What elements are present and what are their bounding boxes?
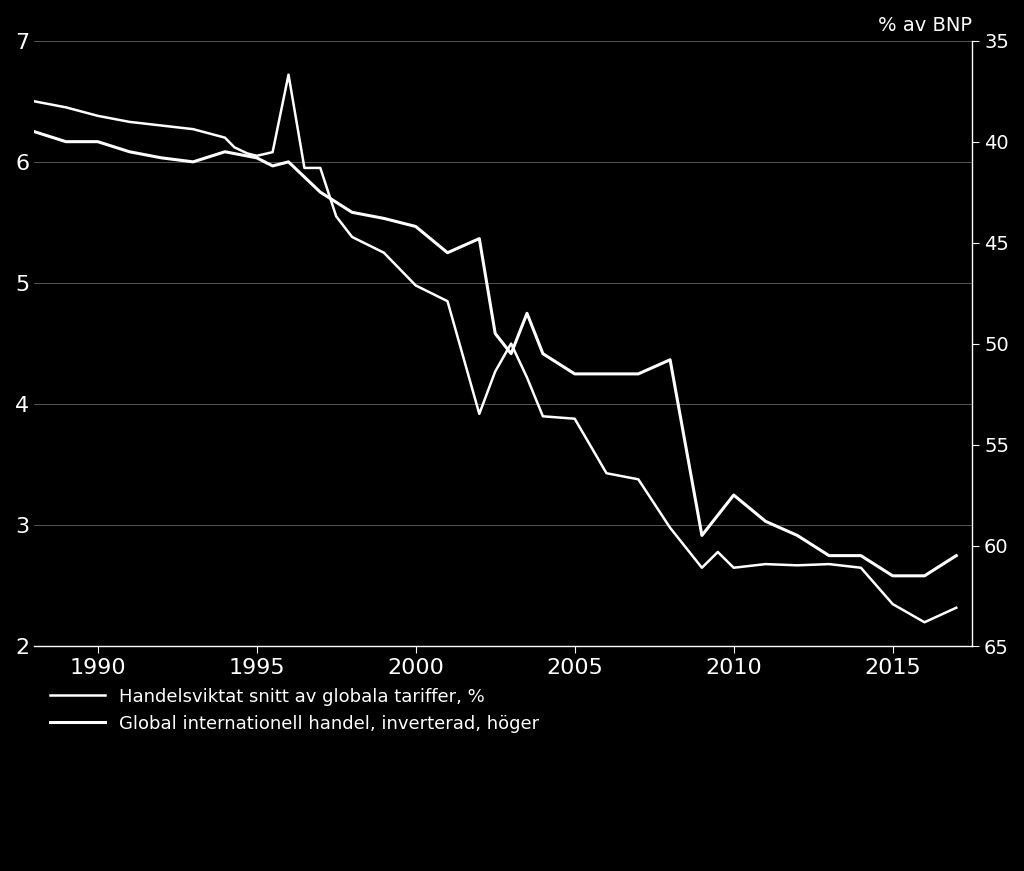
Text: % av BNP: % av BNP bbox=[879, 16, 972, 35]
Legend: Handelsviktat snitt av globala tariffer, %, Global internationell handel, invert: Handelsviktat snitt av globala tariffer,… bbox=[43, 680, 547, 740]
